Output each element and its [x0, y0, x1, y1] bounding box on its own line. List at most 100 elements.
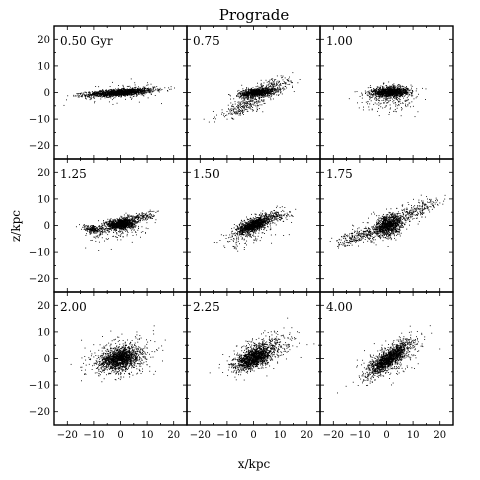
particle-point [130, 90, 132, 92]
particle-point [250, 91, 252, 92]
particle-point [92, 96, 94, 98]
particle-point [388, 81, 390, 83]
particle-point [107, 93, 109, 95]
particle-point [117, 93, 119, 95]
particle-point [271, 94, 273, 96]
particle-point [388, 97, 390, 99]
particle-point [396, 89, 398, 91]
particle-point [266, 81, 268, 83]
particle-point [106, 92, 108, 94]
particle-point [402, 86, 404, 87]
particle-point [264, 95, 265, 97]
particle-point [134, 223, 135, 225]
particle-point [93, 94, 95, 96]
particle-point [252, 92, 254, 94]
particle-point [260, 94, 262, 96]
particle-point [276, 82, 278, 84]
particle-point [388, 94, 390, 96]
particle-point [396, 99, 398, 101]
particle-point [401, 86, 403, 88]
particle-point [154, 86, 156, 88]
particle-point [248, 107, 249, 109]
particle-point [112, 95, 114, 97]
particle-point [103, 220, 104, 222]
particle-point [126, 93, 128, 95]
particle-point [387, 88, 388, 89]
particle-point [109, 221, 111, 222]
particle-point [370, 93, 372, 95]
particle-point [115, 94, 117, 96]
particle-point [268, 89, 269, 91]
particle-point [117, 89, 119, 91]
particle-point [240, 106, 242, 108]
particle-point [389, 85, 391, 87]
particle-point [400, 85, 402, 87]
particle-point [146, 84, 148, 86]
particle-point [233, 107, 235, 109]
particle-point [133, 92, 135, 94]
particle-point [259, 104, 261, 106]
particle-point [246, 87, 248, 89]
particle-point [232, 110, 234, 112]
particle-point [115, 230, 117, 232]
particle-point [109, 96, 111, 97]
particle-point [169, 88, 171, 90]
particle-point [389, 86, 391, 88]
particle-point [283, 87, 285, 89]
particle-point [273, 86, 274, 87]
particle-point [384, 91, 386, 92]
particle-point [388, 89, 390, 90]
particle-point [389, 85, 391, 87]
particle-point [225, 115, 226, 117]
particle-point [87, 95, 89, 97]
particle-point [262, 94, 264, 96]
particle-point [140, 93, 142, 95]
particle-point [120, 89, 121, 91]
particle-point [214, 116, 215, 118]
particle-point [265, 93, 267, 95]
particle-point [377, 86, 379, 88]
particle-point [401, 109, 403, 111]
particle-point [230, 107, 232, 109]
particle-point [115, 94, 117, 96]
particle-point [391, 89, 393, 91]
particle-point [250, 93, 251, 95]
particle-point [155, 89, 157, 91]
particle-point [398, 93, 400, 95]
particle-point [127, 93, 129, 94]
particle-point [129, 95, 131, 97]
particle-point [382, 86, 383, 88]
particle-point [393, 87, 395, 89]
particle-point [389, 88, 391, 90]
particle-point [258, 97, 260, 99]
particle-point [113, 95, 115, 97]
particle-point [141, 93, 143, 95]
particle-point [409, 89, 411, 91]
particle-point [110, 91, 112, 93]
particle-point [144, 89, 145, 91]
particle-point [389, 91, 391, 93]
particle-point [124, 92, 126, 94]
particle-point [243, 95, 245, 97]
particle-point [388, 94, 390, 96]
particle-point [246, 101, 248, 103]
particle-point [405, 99, 407, 101]
particle-point [379, 97, 381, 99]
particle-point [126, 219, 128, 221]
particle-point [257, 100, 259, 102]
particle-point [102, 96, 104, 98]
particle-point [238, 109, 240, 111]
particle-point [274, 87, 276, 89]
particle-point [249, 100, 251, 102]
particle-point [115, 90, 116, 92]
particle-point [266, 92, 268, 94]
particle-point [418, 93, 419, 95]
particle-point [96, 94, 98, 96]
particle-point [130, 91, 132, 93]
particle-point [112, 81, 113, 83]
particle-point [284, 85, 286, 87]
particle-point [401, 93, 403, 95]
particle-point [274, 82, 276, 84]
particle-point [278, 94, 280, 96]
particle-point [244, 105, 246, 107]
